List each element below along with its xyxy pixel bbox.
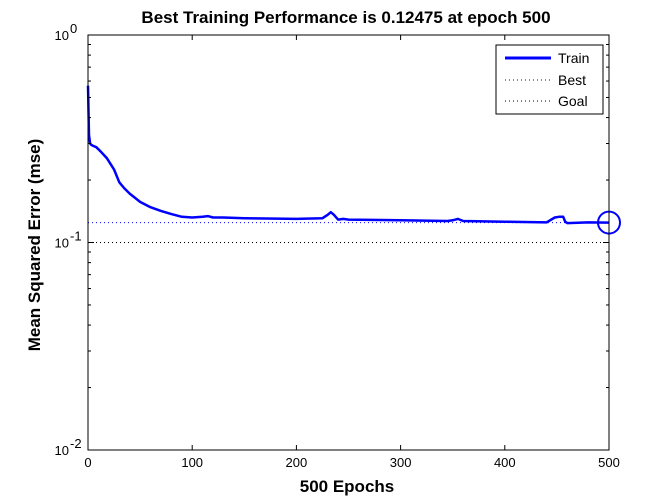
x-axis-label: 500 Epochs (300, 477, 395, 496)
y-tick-label: 10 (55, 28, 69, 43)
chart-title: Best Training Performance is 0.12475 at … (141, 8, 550, 27)
x-tick-label: 0 (84, 455, 91, 470)
x-axis-ticks: 0 100 200 300 400 500 (84, 35, 620, 470)
x-tick-label: 400 (494, 455, 516, 470)
x-tick-label: 100 (181, 455, 203, 470)
y-tick-label: 10 (55, 443, 69, 458)
train-series-group (86, 85, 610, 225)
y-tick-label: 10 (55, 236, 69, 251)
legend-label-goal: Goal (558, 93, 588, 109)
x-tick-label: 200 (286, 455, 308, 470)
y-tick-exponent: -1 (70, 229, 82, 244)
y-tick-exponent: -2 (70, 436, 82, 451)
legend-label-train: Train (558, 50, 589, 66)
legend-label-best: Best (558, 72, 586, 88)
x-tick-label: 500 (598, 455, 620, 470)
y-tick-exponent: 0 (70, 21, 77, 36)
train-line (86, 85, 610, 225)
x-tick-label: 300 (390, 455, 412, 470)
legend: Train Best Goal (495, 44, 604, 115)
best-line-group (88, 35, 610, 450)
y-axis-label: Mean Squared Error (mse) (25, 139, 44, 352)
